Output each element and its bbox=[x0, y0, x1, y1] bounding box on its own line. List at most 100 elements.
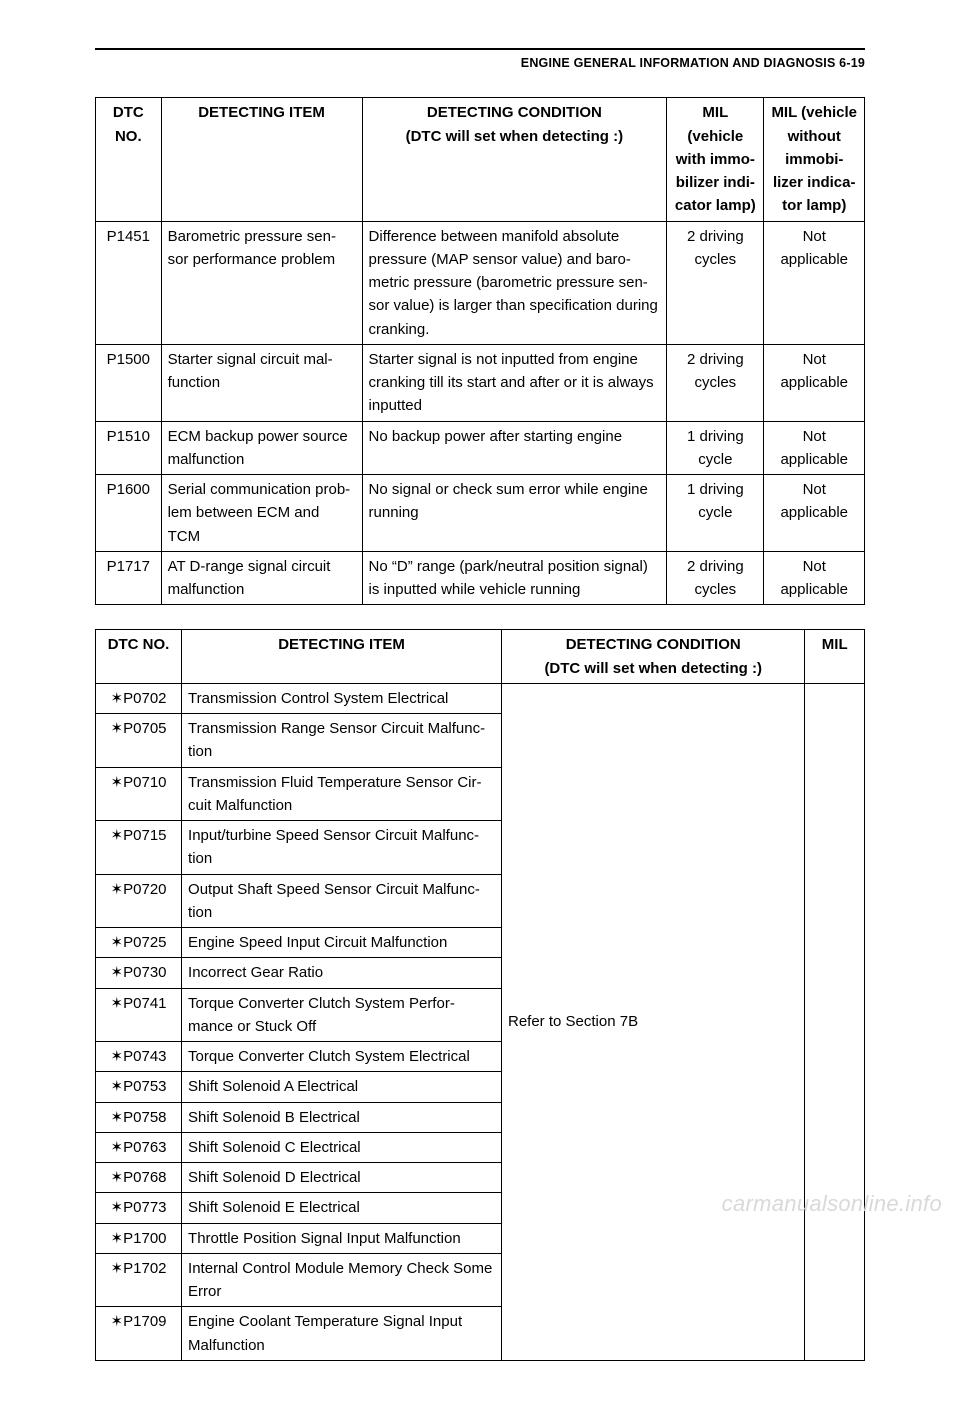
dtc-no-cell: ✶P0715 bbox=[96, 821, 182, 875]
table2-header-row: DTC NO. DETECTING ITEM DETECTING CONDITI… bbox=[96, 630, 865, 684]
dtc-code: P0743 bbox=[123, 1048, 166, 1065]
dtc-no-cell: P1717 bbox=[96, 551, 162, 605]
star-icon: ✶ bbox=[111, 964, 124, 981]
detecting-item-cell: Shift Solenoid E Electrical bbox=[182, 1193, 502, 1223]
mil-with-cell: 1 driving cycle bbox=[667, 421, 764, 475]
dtc-no-cell: ✶P0702 bbox=[96, 683, 182, 713]
dtc-table-1: DTC NO. DETECTING ITEM DETECTING CONDITI… bbox=[95, 97, 865, 605]
star-icon: ✶ bbox=[111, 827, 124, 844]
star-icon: ✶ bbox=[111, 1230, 124, 1247]
detecting-condition-cell: No backup power after starting engine bbox=[362, 421, 667, 475]
table1-header-row: DTC NO. DETECTING ITEM DETECTING CONDITI… bbox=[96, 98, 865, 221]
dtc-code: P0725 bbox=[123, 934, 166, 951]
detecting-item-cell: Throttle Position Signal Input Malfuncti… bbox=[182, 1223, 502, 1253]
detecting-item-cell: Engine Coolant Temperature Signal Input … bbox=[182, 1307, 502, 1361]
mil-merged-cell bbox=[805, 683, 865, 1360]
mil-without-cell: Not applicable bbox=[764, 475, 865, 552]
detecting-condition-cell: No signal or check sum error while engin… bbox=[362, 475, 667, 552]
dtc-code: P0741 bbox=[123, 995, 166, 1012]
dtc-no-cell: ✶P0768 bbox=[96, 1163, 182, 1193]
dtc-table-2: DTC NO. DETECTING ITEM DETECTING CONDITI… bbox=[95, 629, 865, 1361]
detecting-item-cell: Shift Solenoid C Electrical bbox=[182, 1132, 502, 1162]
dtc-no-cell: ✶P0725 bbox=[96, 928, 182, 958]
t1-h-dtc: DTC NO. bbox=[96, 98, 162, 221]
t2-h-cond-line1: DETECTING CONDITION bbox=[566, 636, 741, 653]
dtc-code: P1700 bbox=[123, 1230, 166, 1247]
dtc-no-cell: P1600 bbox=[96, 475, 162, 552]
star-icon: ✶ bbox=[111, 1139, 124, 1156]
dtc-no-cell: P1451 bbox=[96, 221, 162, 344]
table-row: P1510ECM backup power source malfunction… bbox=[96, 421, 865, 475]
dtc-no-cell: ✶P0741 bbox=[96, 988, 182, 1042]
detecting-item-cell: Output Shaft Speed Sensor Circuit Malfun… bbox=[182, 874, 502, 928]
dtc-code: P1702 bbox=[123, 1260, 166, 1277]
t1-h-cond-line2: (DTC will set when detecting :) bbox=[406, 128, 624, 145]
detecting-item-cell: Incorrect Gear Ratio bbox=[182, 958, 502, 988]
dtc-code: P0705 bbox=[123, 720, 166, 737]
t2-h-item: DETECTING ITEM bbox=[182, 630, 502, 684]
t1-h-cond: DETECTING CONDITION (DTC will set when d… bbox=[362, 98, 667, 221]
watermark-text: carmanualsonline.info bbox=[722, 1187, 942, 1221]
star-icon: ✶ bbox=[111, 934, 124, 951]
dtc-no-cell: ✶P0705 bbox=[96, 714, 182, 768]
star-icon: ✶ bbox=[111, 1169, 124, 1186]
dtc-no-cell: ✶P0743 bbox=[96, 1042, 182, 1072]
dtc-no-cell: ✶P0720 bbox=[96, 874, 182, 928]
star-icon: ✶ bbox=[111, 1048, 124, 1065]
detecting-item-cell: ECM backup power source malfunction bbox=[161, 421, 362, 475]
star-icon: ✶ bbox=[111, 720, 124, 737]
t2-h-mil: MIL bbox=[805, 630, 865, 684]
dtc-code: P0758 bbox=[123, 1109, 166, 1126]
detecting-item-cell: Internal Control Module Memory Check Som… bbox=[182, 1253, 502, 1307]
dtc-no-cell: ✶P0773 bbox=[96, 1193, 182, 1223]
dtc-no-cell: ✶P0763 bbox=[96, 1132, 182, 1162]
dtc-no-cell: ✶P0730 bbox=[96, 958, 182, 988]
detecting-item-cell: Shift Solenoid B Electrical bbox=[182, 1102, 502, 1132]
mil-with-cell: 2 driving cycles bbox=[667, 344, 764, 421]
star-icon: ✶ bbox=[111, 1199, 124, 1216]
dtc-no-cell: ✶P1702 bbox=[96, 1253, 182, 1307]
detecting-item-cell: Transmission Range Sensor Circuit Malfun… bbox=[182, 714, 502, 768]
star-icon: ✶ bbox=[111, 1313, 124, 1330]
detecting-item-cell: Starter signal circuit mal-function bbox=[161, 344, 362, 421]
mil-without-cell: Not applicable bbox=[764, 421, 865, 475]
t1-h-mil-without: MIL (vehicle without immobi-lizer indica… bbox=[764, 98, 865, 221]
detecting-item-cell: Transmission Control System Electrical bbox=[182, 683, 502, 713]
dtc-code: P1709 bbox=[123, 1313, 166, 1330]
detecting-item-cell: Torque Converter Clutch System Electrica… bbox=[182, 1042, 502, 1072]
table-row: P1717AT D-range signal circuit malfuncti… bbox=[96, 551, 865, 605]
detecting-item-cell: Engine Speed Input Circuit Malfunction bbox=[182, 928, 502, 958]
dtc-no-cell: P1510 bbox=[96, 421, 162, 475]
dtc-no-cell: ✶P0758 bbox=[96, 1102, 182, 1132]
detecting-condition-merged-cell: Refer to Section 7B bbox=[502, 683, 805, 1360]
t1-h-cond-line1: DETECTING CONDITION bbox=[427, 104, 602, 121]
star-icon: ✶ bbox=[111, 690, 124, 707]
dtc-code: P0730 bbox=[123, 964, 166, 981]
dtc-no-cell: ✶P1709 bbox=[96, 1307, 182, 1361]
detecting-item-cell: Shift Solenoid D Electrical bbox=[182, 1163, 502, 1193]
table-row: P1600Serial communication prob-lem betwe… bbox=[96, 475, 865, 552]
dtc-code: P0715 bbox=[123, 827, 166, 844]
star-icon: ✶ bbox=[111, 995, 124, 1012]
detecting-item-cell: AT D-range signal circuit malfunction bbox=[161, 551, 362, 605]
mil-with-cell: 2 driving cycles bbox=[667, 551, 764, 605]
detecting-condition-cell: No “D” range (park/neutral position sign… bbox=[362, 551, 667, 605]
page-header: ENGINE GENERAL INFORMATION AND DIAGNOSIS… bbox=[95, 54, 865, 73]
star-icon: ✶ bbox=[111, 1109, 124, 1126]
dtc-code: P0773 bbox=[123, 1199, 166, 1216]
detecting-condition-cell: Difference between manifold absolute pre… bbox=[362, 221, 667, 344]
detecting-item-cell: Transmission Fluid Temperature Sensor Ci… bbox=[182, 767, 502, 821]
table-row: P1500Starter signal circuit mal-function… bbox=[96, 344, 865, 421]
star-icon: ✶ bbox=[111, 1260, 124, 1277]
mil-without-cell: Not applicable bbox=[764, 344, 865, 421]
t2-h-cond-line2: (DTC will set when detecting :) bbox=[544, 660, 762, 677]
mil-without-cell: Not applicable bbox=[764, 551, 865, 605]
dtc-no-cell: ✶P0710 bbox=[96, 767, 182, 821]
dtc-no-cell: ✶P1700 bbox=[96, 1223, 182, 1253]
dtc-code: P0768 bbox=[123, 1169, 166, 1186]
dtc-code: P0702 bbox=[123, 690, 166, 707]
detecting-item-cell: Serial communication prob-lem between EC… bbox=[161, 475, 362, 552]
star-icon: ✶ bbox=[111, 774, 124, 791]
star-icon: ✶ bbox=[111, 1078, 124, 1095]
top-rule bbox=[95, 48, 865, 50]
